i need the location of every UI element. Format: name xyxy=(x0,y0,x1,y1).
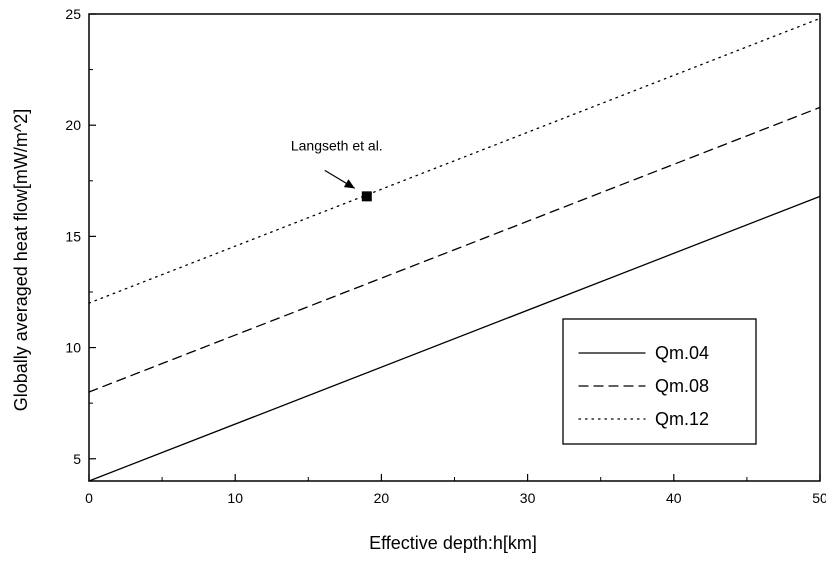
legend-group: Qm.04 Qm.08 Qm.12 xyxy=(562,318,757,445)
y-tick-label: 20 xyxy=(65,117,81,133)
y-axis-label: Globally averaged heat flow[mW/m^2] xyxy=(11,109,31,412)
y-tick-label: 5 xyxy=(73,451,81,467)
legend-label: Qm.08 xyxy=(655,376,709,396)
x-tick-label: 0 xyxy=(85,490,93,506)
legend-box xyxy=(562,318,757,445)
legend-label: Qm.12 xyxy=(655,409,709,429)
y-tick-label: 10 xyxy=(65,340,81,356)
x-tick-label: 20 xyxy=(374,490,390,506)
x-tick-label: 50 xyxy=(812,490,826,506)
y-tick-label: 25 xyxy=(65,6,81,22)
x-axis-label: Effective depth:h[km] xyxy=(369,533,537,553)
x-tick-label: 10 xyxy=(227,490,243,506)
ticks-group: 0 10 20 30 40 50 5 10 15 20 25 xyxy=(65,6,826,506)
series-group xyxy=(88,17,821,482)
x-tick-label: 40 xyxy=(666,490,682,506)
annotation-arrowhead xyxy=(343,179,355,189)
y-tick-label: 15 xyxy=(65,228,81,244)
legend-label: Qm.04 xyxy=(655,343,709,363)
series-line-qm04 xyxy=(88,195,821,482)
langseth-marker xyxy=(361,191,372,202)
series-line-qm12 xyxy=(88,17,821,304)
x-tick-label: 30 xyxy=(520,490,536,506)
annotation-label: Langseth et al. xyxy=(291,137,383,153)
series-line-qm08 xyxy=(88,106,821,393)
annotation-group: Langseth et al. xyxy=(291,137,383,202)
